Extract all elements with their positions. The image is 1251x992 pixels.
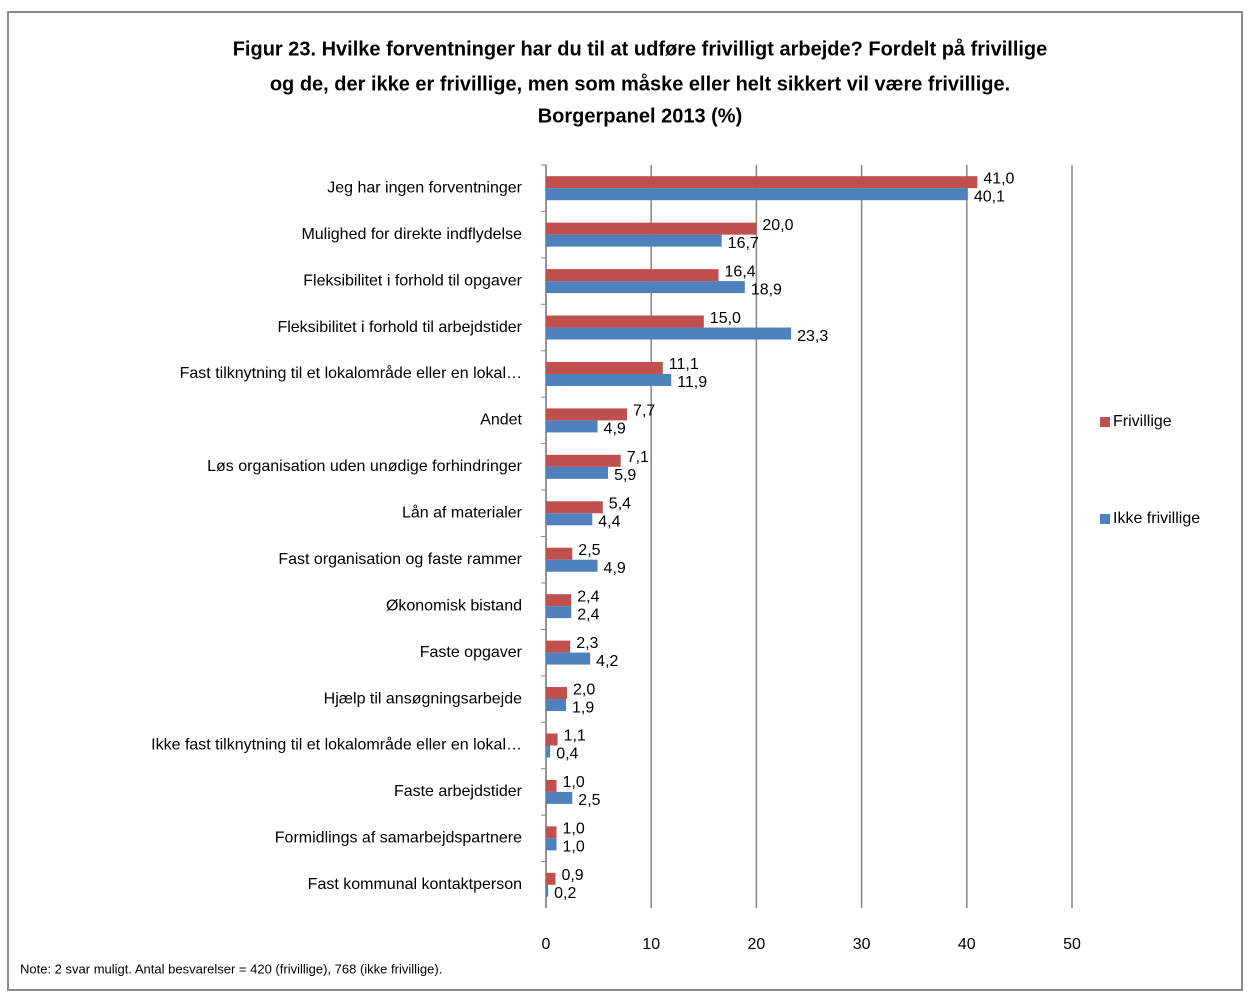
value-label: 23,3 [797, 328, 828, 345]
x-tick-label: 40 [958, 936, 976, 953]
x-tick-label: 50 [1063, 936, 1081, 953]
legend-label: Frivillige [1113, 413, 1172, 430]
value-label: 16,7 [728, 235, 759, 252]
bar [546, 454, 621, 467]
value-label: 4,2 [596, 653, 618, 670]
value-label: 11,9 [677, 374, 707, 391]
y-tick-label: Fleksibilitet i forhold til arbejdstider [277, 319, 522, 336]
bar [546, 791, 573, 804]
bar [546, 188, 968, 201]
chart-title: Borgerpanel 2013 (%) [538, 105, 743, 127]
value-label: 40,1 [974, 188, 1005, 205]
y-tick-label: Ikke fast tilknytning til et lokalområde… [151, 736, 522, 754]
legend-swatch [1100, 514, 1110, 524]
chart-title: og de, der ikke er frivillige, men som m… [270, 72, 1010, 95]
value-label: 2,4 [577, 588, 599, 605]
bar [546, 315, 704, 328]
legend-swatch [1100, 417, 1110, 427]
y-tick-label: Fleksibilitet i forhold til opgaver [303, 272, 522, 289]
value-label: 2,0 [573, 681, 595, 698]
y-tick-label: Fast kommunal kontaktperson [308, 876, 522, 893]
bar [546, 606, 572, 619]
bar [546, 640, 571, 653]
value-label: 0,2 [554, 885, 576, 902]
bar [546, 652, 591, 665]
bar [546, 884, 549, 897]
x-tick-label: 30 [853, 936, 871, 953]
value-label: 16,4 [725, 263, 756, 280]
bar [546, 176, 978, 189]
bar [546, 361, 663, 374]
value-label: 1,0 [563, 774, 585, 791]
bar [546, 269, 719, 282]
value-label: 0,9 [561, 867, 583, 884]
bar [546, 373, 672, 386]
bar [546, 594, 572, 607]
value-label: 7,1 [627, 449, 649, 466]
chart-title: Figur 23. Hvilke forventninger har du ti… [233, 37, 1048, 60]
bar [546, 559, 598, 572]
y-tick-label: Formidlings af samarbejdspartnere [275, 830, 522, 847]
bar [546, 408, 628, 421]
bar [546, 872, 556, 885]
bar [546, 234, 722, 247]
value-label: 2,3 [576, 635, 598, 652]
bar [546, 733, 558, 746]
value-label: 5,9 [614, 467, 636, 484]
y-tick-label: Økonomisk bistand [386, 597, 522, 614]
bar [546, 687, 568, 700]
value-label: 1,1 [564, 728, 586, 745]
bar [546, 547, 573, 560]
value-label: 4,4 [598, 514, 620, 531]
bar [546, 281, 745, 294]
y-tick-label: Faste arbejdstider [394, 783, 523, 800]
value-label: 4,9 [604, 421, 626, 438]
y-tick-label: Hjælp til ansøgningsarbejde [324, 690, 522, 707]
value-label: 18,9 [751, 281, 782, 298]
bar [546, 699, 566, 712]
bar [546, 222, 757, 235]
bar [546, 745, 551, 758]
legend-label: Ikke frivillige [1113, 510, 1200, 527]
value-label: 15,0 [710, 310, 741, 327]
value-label: 1,0 [563, 839, 585, 856]
y-tick-label: Mulighed for direkte indflydelse [301, 226, 522, 243]
value-label: 11,1 [669, 356, 699, 373]
x-tick-label: 10 [642, 936, 660, 953]
bar [546, 779, 557, 792]
x-tick-label: 0 [542, 936, 551, 953]
value-label: 1,0 [563, 821, 585, 838]
value-label: 2,4 [577, 606, 599, 623]
chart-border [7, 11, 1243, 991]
value-label: 2,5 [578, 542, 600, 559]
bar [546, 826, 557, 839]
value-label: 5,4 [609, 496, 631, 513]
y-tick-label: Jeg har ingen forventninger [327, 179, 522, 196]
bar [546, 466, 609, 479]
y-tick-label: Fast organisation og faste rammer [278, 551, 522, 568]
bar [546, 501, 603, 514]
value-label: 20,0 [762, 217, 793, 234]
value-label: 2,5 [578, 792, 600, 809]
value-label: 1,9 [572, 699, 594, 716]
x-tick-label: 20 [748, 936, 766, 953]
bar [546, 513, 593, 526]
bar [546, 420, 598, 433]
value-label: 4,9 [604, 560, 626, 577]
y-tick-label: Løs organisation uden unødige forhindrin… [207, 458, 523, 475]
y-tick-label: Lån af materialer [402, 504, 523, 522]
note: Note: 2 svar muligt. Antal besvarelser =… [20, 961, 442, 976]
bar [546, 838, 557, 851]
y-tick-label: Andet [480, 412, 522, 429]
y-tick-label: Fast tilknytning til et lokalområde elle… [180, 364, 522, 382]
value-label: 7,7 [633, 403, 655, 420]
y-tick-label: Faste opgaver [420, 644, 523, 661]
bar [546, 327, 792, 340]
value-label: 0,4 [556, 746, 578, 763]
value-label: 41,0 [983, 170, 1014, 187]
